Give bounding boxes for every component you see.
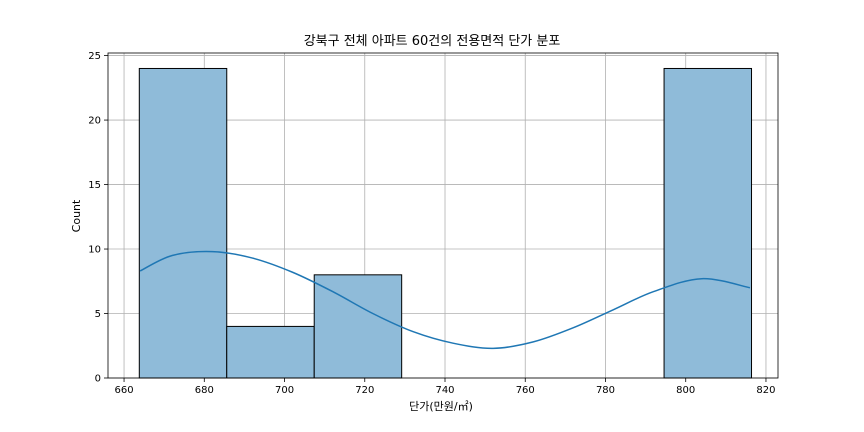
y-tick-label: 0	[95, 374, 101, 385]
histogram-bar	[138, 67, 228, 379]
y-tick-label: 15	[88, 180, 101, 191]
x-tick-label: 740	[435, 385, 454, 396]
y-tick-label: 20	[88, 116, 101, 127]
histogram-bar	[663, 67, 753, 379]
chart-title: 강북구 전체 아파트 60건의 전용면적 단가 분포	[304, 34, 561, 49]
x-tick-label: 760	[516, 385, 535, 396]
x-tick-label: 680	[195, 385, 214, 396]
x-tick-label: 800	[676, 385, 695, 396]
x-tick-label: 700	[275, 385, 294, 396]
x-tick-label: 720	[355, 385, 374, 396]
kde-line	[139, 250, 751, 350]
y-tick-label: 5	[95, 309, 101, 320]
x-tick-label: 820	[756, 385, 775, 396]
y-axis-label: Count	[70, 199, 83, 232]
plot-frame	[107, 52, 779, 379]
kde-layer	[139, 250, 751, 350]
x-axis-label: 단가(만원/㎡)	[409, 400, 473, 413]
histogram-bar	[226, 325, 315, 379]
y-tick-label: 25	[88, 51, 101, 62]
x-tick-label: 780	[596, 385, 615, 396]
histogram-bar	[313, 274, 403, 379]
y-tick-label: 10	[88, 245, 101, 256]
x-ticks: 660 680 700 720 740 760 780 800 820	[115, 378, 776, 396]
y-ticks: 0 5 10 15 20 25	[88, 51, 108, 385]
bars-layer	[138, 67, 753, 379]
x-tick-label: 660	[115, 385, 134, 396]
